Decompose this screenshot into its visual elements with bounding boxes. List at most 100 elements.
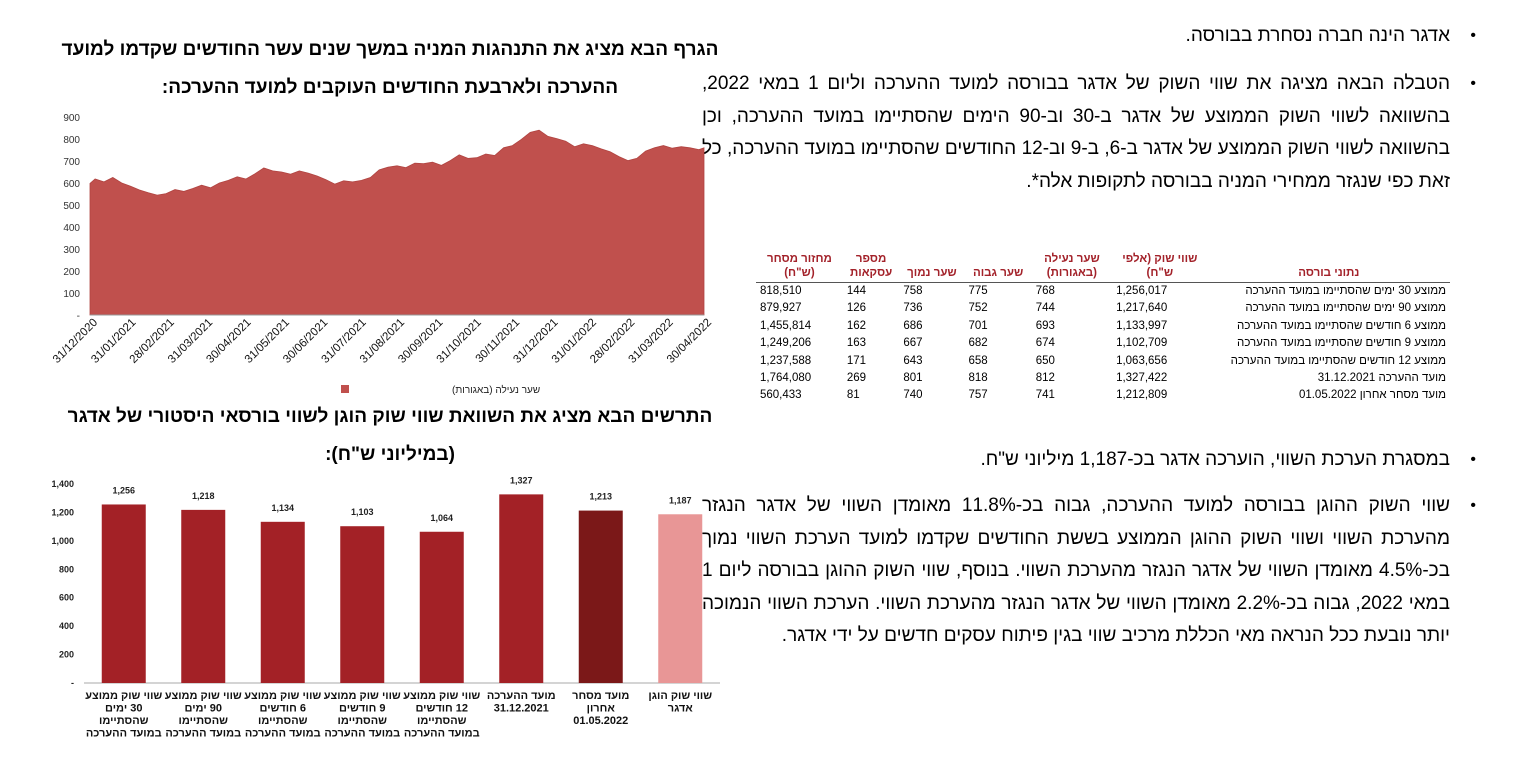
category-label: במועד ההערכה <box>404 728 480 740</box>
data-label: 1,134 <box>271 503 294 513</box>
category-label: מועד מסחר <box>572 690 629 702</box>
y-tick-label: 300 <box>63 245 80 256</box>
table-cell: 81 <box>846 389 860 402</box>
data-label: 1,218 <box>192 491 215 501</box>
y-tick-label: 1,200 <box>51 507 74 517</box>
table-cell: 1,256,017 <box>1116 285 1168 297</box>
data-label: 1,256 <box>112 485 135 495</box>
y-tick-label: 100 <box>63 289 80 300</box>
table-cell: 812 <box>1035 372 1055 385</box>
y-tick-label: - <box>77 311 80 322</box>
category-label: 01.05.2022 <box>573 715 628 727</box>
table-cell: 740 <box>903 389 923 402</box>
category-label: מועד ההערכה <box>487 690 556 702</box>
bullet-symbol: • <box>1470 27 1476 44</box>
category-label: במועד ההערכה <box>165 728 241 740</box>
y-tick-label: 400 <box>59 621 74 631</box>
table-cell: 650 <box>1035 354 1055 367</box>
share-price-area-chart: -10020030040050060070080090031/12/202031… <box>51 113 714 396</box>
table-header: מחזור מסחר (ש"ח) <box>756 252 843 283</box>
table-cell: 1,455,814 <box>760 319 812 332</box>
table-row: ממוצע 6 חודשים שהסתיימו במועד ההערכה 1,13… <box>756 318 1450 335</box>
bar <box>181 509 226 683</box>
table-header: שער גבוה <box>964 252 1032 283</box>
paragraph-4: • שווי השוק ההוגן בבורסה למועד ההערכה, ג… <box>702 490 1500 653</box>
table-header: שער נמוך <box>899 252 965 283</box>
table-cell: 757 <box>968 389 988 402</box>
table-row: ממוצע 30 ימים שהסתיימו במועד ההערכה 1,256… <box>756 283 1450 301</box>
data-label: 1,187 <box>669 495 692 505</box>
table-cell: 818 <box>968 372 988 385</box>
table-row: ממוצע 12 חודשים שהסתיימו במועד ההערכה 1,0… <box>756 353 1450 370</box>
table-cell: 818,510 <box>760 285 802 297</box>
table-cell: 768 <box>1035 285 1055 297</box>
legend-swatch <box>341 385 349 393</box>
table-cell: 775 <box>968 285 988 297</box>
table-header: מספר עסקאות <box>842 252 900 283</box>
y-tick-label: 700 <box>63 157 80 168</box>
table-cell: 171 <box>846 354 867 367</box>
table-cell: 1,102,709 <box>1116 337 1168 350</box>
table-cell: 1,217,640 <box>1116 302 1168 315</box>
table-cell: 1,237,588 <box>760 354 812 367</box>
category-label: שווי שוק ממוצע <box>403 690 480 702</box>
category-label: אדגר <box>668 703 693 715</box>
legend-label: שער נעילה (באגורות) <box>452 384 540 396</box>
bar <box>101 504 146 683</box>
table-cell: 126 <box>846 302 867 315</box>
y-tick-label: 600 <box>63 179 80 190</box>
category-label: 9 חודשים <box>339 703 385 715</box>
paragraph-1: • אדגר הינה חברה נסחרת בבורסה. <box>702 20 1500 53</box>
chart-1-title: הגרף הבא מציג את התנהגות המניה במשך שנים… <box>61 39 719 98</box>
table-cell: ממוצע 90 ימים שהסתיימו במועד ההערכה <box>1245 302 1446 315</box>
table-header: שווי שוק (אלפי ש"ח) <box>1112 252 1208 283</box>
table-cell: 682 <box>968 337 988 350</box>
price-area <box>89 129 705 316</box>
data-label: 1,327 <box>510 475 533 485</box>
table-row: ממוצע 9 חודשים שהסתיימו במועד ההערכה 1,10… <box>756 335 1450 352</box>
y-tick-label: 600 <box>59 593 74 603</box>
paragraph-4-text: שווי השוק ההוגן בבורסה למועד ההערכה, גבו… <box>702 495 1450 646</box>
category-label: במועד ההערכה <box>245 728 321 740</box>
y-tick-label: 200 <box>63 267 80 278</box>
table-cell: 667 <box>903 337 923 350</box>
table-cell: 674 <box>1035 337 1055 350</box>
table-cell: 163 <box>846 337 867 350</box>
category-label: 31.12.2021 <box>494 703 549 715</box>
data-label: 1,103 <box>351 507 374 517</box>
paragraph-2-text: הטבלה הבאה מציגה את שווי השוק של אדגר בב… <box>702 73 1451 192</box>
paragraph-1-text: אדגר הינה חברה נסחרת בבורסה. <box>1185 25 1450 46</box>
y-tick-label: 400 <box>63 223 80 234</box>
y-tick-label: 200 <box>59 650 74 660</box>
table-cell: ממוצע 12 חודשים שהסתיימו במועד ההערכה <box>1230 354 1446 367</box>
table-header: שער נעילה (באגורות) <box>1031 252 1113 283</box>
table-cell: 162 <box>846 319 867 332</box>
market-value-bar-chart: - 200 400 600 800 1,000 1,200 1,400 1,256 שווי שו… <box>51 475 720 740</box>
table-cell: ממוצע 9 חודשים שהסתיימו במועד ההערכה <box>1237 337 1446 350</box>
y-tick-label: 800 <box>59 564 74 574</box>
table-cell: 686 <box>903 319 923 332</box>
bar <box>578 510 623 683</box>
table-header: נתוני בורסה <box>1207 252 1450 283</box>
category-label: שהסתיימו <box>99 715 149 727</box>
y-tick-label: 900 <box>63 113 80 124</box>
table-cell: 744 <box>1035 302 1055 315</box>
bar <box>419 531 464 683</box>
data-label: 1,213 <box>589 492 612 502</box>
y-tick-label: 800 <box>63 135 80 146</box>
table-cell: 736 <box>903 302 923 315</box>
table-row: ממוצע 90 ימים שהסתיימו במועד ההערכה 1,217… <box>756 300 1450 317</box>
table-cell: 701 <box>968 319 988 332</box>
category-label: שהסתיימו <box>417 715 467 727</box>
table-cell: 1,133,997 <box>1116 319 1168 332</box>
category-label: במועד ההערכה <box>324 728 400 740</box>
category-label: 6 חודשים <box>260 703 306 715</box>
category-label: שווי שוק ממוצע <box>244 690 321 702</box>
table-cell: 1,327,422 <box>1116 372 1168 385</box>
table-cell: 269 <box>846 372 867 385</box>
table-cell: ממוצע 6 חודשים שהסתיימו במועד ההערכה <box>1237 319 1446 332</box>
y-tick-label: - <box>71 678 74 688</box>
table-cell: 643 <box>903 354 923 367</box>
table-cell: 144 <box>846 285 867 297</box>
table-cell: 879,927 <box>760 302 802 315</box>
